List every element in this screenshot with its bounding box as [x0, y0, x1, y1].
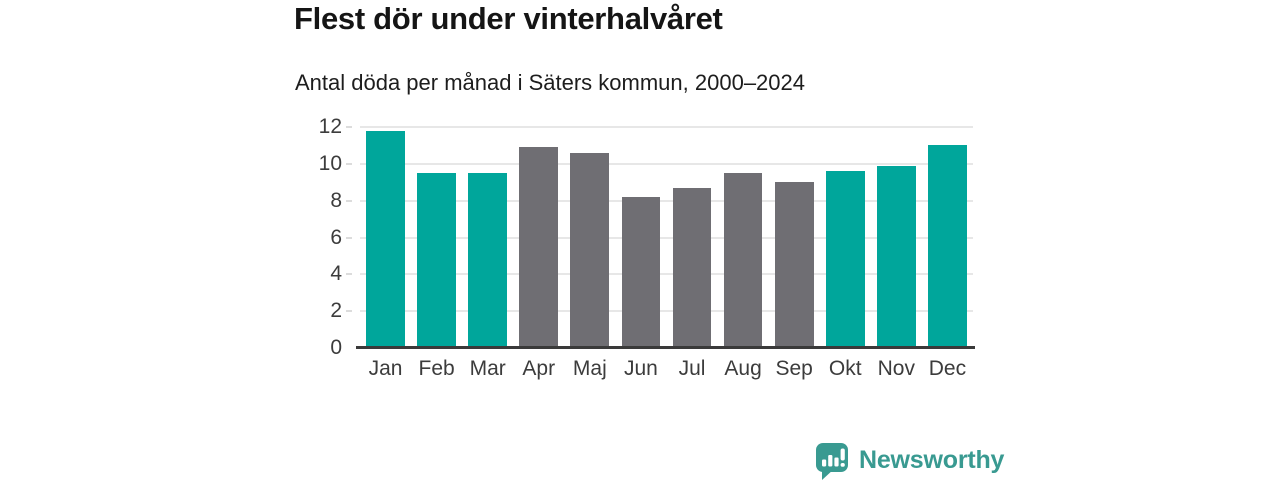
bar-slot-aug: [718, 127, 769, 348]
bar-slot-nov: [871, 127, 922, 348]
y-tick-label-4: 4: [330, 262, 342, 286]
bar-slot-okt: [820, 127, 871, 348]
bar-slot-sep: [769, 127, 820, 348]
bar-series: [360, 127, 973, 348]
bar-apr: [519, 147, 559, 348]
y-tick-mark-6: [346, 236, 352, 239]
bar-slot-jul: [666, 127, 717, 348]
y-tick-label-0: 0: [330, 336, 342, 359]
y-tick-mark-4: [346, 273, 352, 276]
x-label-okt: Okt: [828, 357, 862, 380]
x-label-apr: Apr: [522, 357, 556, 380]
bar-feb: [417, 173, 457, 348]
y-axis: 0 2 4 6 8 10 12: [286, 115, 352, 359]
y-tick-mark-8: [346, 199, 352, 202]
gridline-4: [360, 273, 973, 276]
y-tick-label-8: 8: [330, 188, 342, 212]
newsworthy-logo-text: Newsworthy: [859, 446, 1005, 474]
bar-slot-feb: [411, 127, 462, 348]
bar-maj: [570, 152, 610, 348]
x-label-maj: Maj: [572, 357, 607, 380]
bar-jan: [366, 130, 405, 348]
x-label-feb: Feb: [418, 357, 455, 380]
bar-slot-apr: [513, 127, 564, 348]
bar-slot-dec: [922, 127, 973, 348]
y-tick-mark-10: [346, 162, 352, 165]
y-tick-label-2: 2: [330, 299, 342, 323]
gridline-6: [360, 236, 973, 239]
newsworthy-logo[interactable]: Newsworthy: [814, 441, 1004, 480]
bar-jul: [672, 187, 712, 348]
x-label-aug: Aug: [724, 357, 762, 380]
x-label-jun: Jun: [624, 357, 658, 380]
x-label-jul: Jul: [678, 357, 706, 380]
plot-area: [356, 126, 975, 349]
chart-title: Flest dör under vinterhalvåret: [294, 1, 723, 36]
y-tick-mark-2: [346, 310, 352, 313]
bar-slot-maj: [564, 127, 615, 348]
y-tick-mark-12: [346, 126, 352, 128]
newsworthy-logo-icon: [816, 443, 848, 480]
y-tick-label-10: 10: [318, 151, 342, 175]
x-label-sep: Sep: [775, 357, 813, 380]
x-label-nov: Nov: [877, 357, 915, 380]
gridline-10: [360, 162, 973, 165]
y-tick-label-12: 12: [318, 115, 342, 138]
x-axis: Jan Feb Mar Apr Maj Jun Jul Aug Sep Okt Nov Dec: [360, 357, 973, 381]
gridline-8: [360, 199, 973, 202]
bar-dec: [927, 145, 967, 348]
gridline-2: [360, 310, 973, 313]
chart-subtitle: Antal döda per månad i Säters kommun, 20…: [295, 70, 805, 95]
bar-slot-jun: [615, 127, 666, 348]
bar-slot-jan: [360, 127, 411, 348]
x-axis-line: [356, 346, 975, 349]
x-label-mar: Mar: [469, 357, 506, 380]
x-label-dec: Dec: [928, 357, 967, 380]
bar-slot-mar: [462, 127, 513, 348]
bar-nov: [876, 165, 916, 348]
y-tick-label-6: 6: [330, 225, 342, 249]
gridline-12: [360, 126, 973, 128]
bar-jun: [621, 196, 661, 348]
bar-aug: [723, 173, 763, 348]
bar-okt: [825, 171, 865, 348]
bar-sep: [774, 182, 814, 348]
bar-mar: [468, 173, 508, 348]
x-label-jan: Jan: [368, 357, 403, 380]
